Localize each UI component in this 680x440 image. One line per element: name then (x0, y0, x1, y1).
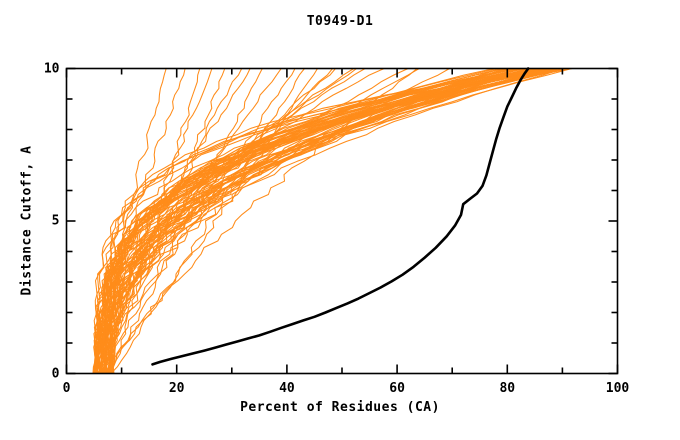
page-title: T0949-D1 (306, 14, 374, 29)
axes-frame (65, 67, 619, 375)
y-tick-label: 5 (51, 213, 60, 229)
y-tick-label: 0 (51, 366, 60, 381)
x-axis-label: Percent of Residues (CA) (240, 400, 440, 415)
x-tick-label: 40 (279, 380, 295, 396)
x-tick-label: 0 (62, 380, 71, 396)
x-tick-label: 100 (605, 380, 630, 396)
reference-curve (151, 67, 530, 366)
y-tick-label: 10 (43, 61, 60, 76)
prediction-curves-group (92, 67, 573, 375)
x-tick-label: 60 (389, 380, 405, 396)
x-tick-label: 20 (168, 380, 185, 396)
x-tick-label: 80 (499, 380, 516, 396)
